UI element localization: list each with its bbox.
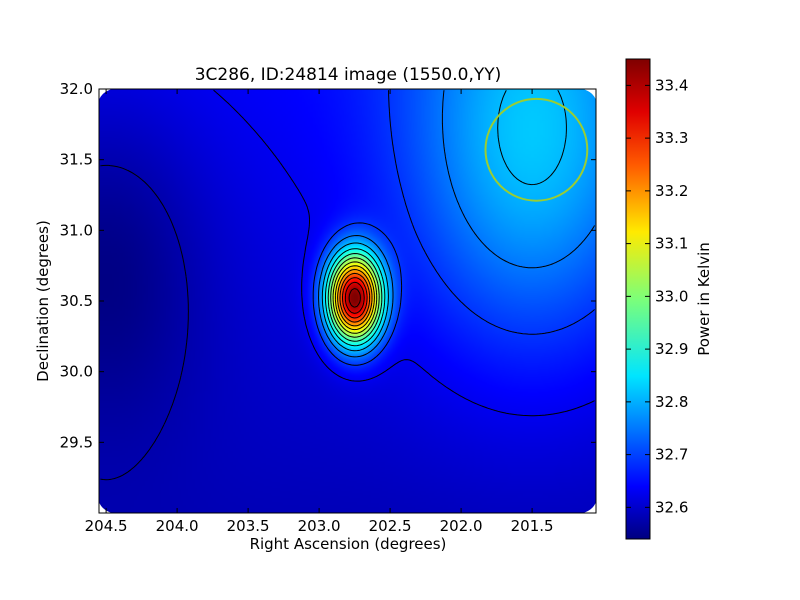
x-tick-label: 203.5 bbox=[227, 517, 270, 535]
y-tick-label: 30.5 bbox=[60, 292, 93, 310]
x-tick-label: 204.0 bbox=[156, 517, 199, 535]
colorbar-tick-label: 33.0 bbox=[655, 287, 688, 305]
y-tick-label: 31.5 bbox=[60, 151, 93, 169]
y-tick-label: 32.0 bbox=[60, 80, 93, 98]
contour-line bbox=[213, 89, 595, 417]
corner-mask-bottom-right bbox=[583, 502, 596, 513]
colorbar-ticks: 32.6 32.7 32.8 32.9 33.0 33.1 33.2 33.3 33.4 bbox=[626, 76, 688, 516]
corner-mask-top-left bbox=[99, 89, 112, 100]
contour-line bbox=[325, 248, 386, 347]
contour-line bbox=[342, 277, 368, 319]
contour-line bbox=[337, 269, 373, 327]
beam-circle bbox=[484, 97, 589, 202]
plot-area bbox=[98, 88, 597, 514]
colorbar: 32.6 32.7 32.8 32.9 33.0 33.1 33.2 33.3 33.4 Pow… bbox=[625, 58, 713, 540]
contour-line bbox=[334, 265, 375, 331]
contour-line bbox=[100, 164, 189, 481]
colorbar-gradient bbox=[625, 58, 651, 540]
x-axis-ticks: 204.5 204.0 203.5 203.0 202.5 202.0 201.5 bbox=[85, 89, 554, 535]
corner-mask-bottom-left bbox=[99, 502, 112, 513]
x-tick-label: 202.0 bbox=[440, 517, 483, 535]
x-axis-label: Right Ascension (degrees) bbox=[250, 535, 447, 553]
y-axis-ticks: 29.5 30.0 30.5 31.0 31.5 32.0 bbox=[60, 80, 596, 451]
colorbar-tick-label: 32.8 bbox=[655, 393, 688, 411]
contour-line bbox=[327, 253, 383, 342]
contour-line bbox=[330, 257, 380, 338]
colorbar-tick-label: 33.3 bbox=[655, 129, 688, 147]
y-axis-label: Declination (degrees) bbox=[34, 220, 52, 382]
colorbar-tick-label: 32.7 bbox=[655, 446, 688, 464]
contour-line bbox=[344, 281, 365, 314]
colorbar-label: Power in Kelvin bbox=[695, 242, 713, 356]
contour-line bbox=[318, 90, 596, 358]
x-tick-label: 204.5 bbox=[85, 517, 128, 535]
chart-title: 3C286, ID:24814 image (1550.0,YY) bbox=[195, 65, 502, 85]
x-tick-label: 203.0 bbox=[298, 517, 341, 535]
y-tick-label: 29.5 bbox=[60, 433, 93, 451]
contour-line bbox=[312, 90, 595, 366]
x-tick-label: 201.5 bbox=[511, 517, 554, 535]
x-tick-label: 202.5 bbox=[369, 517, 412, 535]
contour-line bbox=[332, 261, 378, 334]
colorbar-tick-label: 33.2 bbox=[655, 182, 688, 200]
y-tick-label: 30.0 bbox=[60, 363, 93, 381]
colorbar-tick-label: 32.9 bbox=[655, 340, 688, 358]
corner-mask-top-right bbox=[583, 89, 596, 100]
colorbar-tick-label: 32.6 bbox=[655, 498, 688, 516]
contour-line bbox=[339, 272, 371, 323]
contour-line bbox=[348, 288, 361, 308]
colorbar-tick-label: 33.4 bbox=[655, 76, 688, 94]
y-tick-label: 31.0 bbox=[60, 221, 93, 239]
colorbar-tick-label: 33.1 bbox=[655, 235, 688, 253]
heatmap-image bbox=[99, 89, 596, 513]
